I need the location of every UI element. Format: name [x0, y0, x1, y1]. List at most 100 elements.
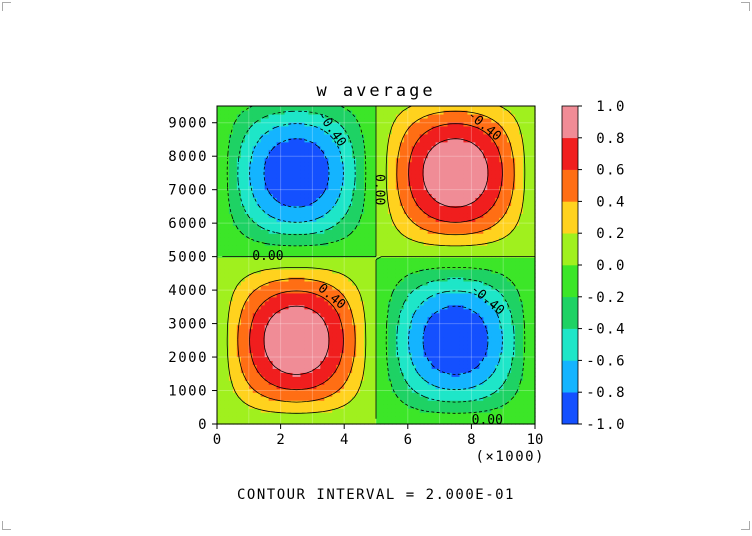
field-cell	[368, 364, 373, 369]
field-cell	[403, 360, 409, 365]
field-cell	[376, 201, 381, 206]
field-cell	[284, 324, 290, 330]
field-cell	[224, 284, 230, 290]
field-cell	[244, 388, 250, 393]
field-cell	[447, 352, 453, 358]
field-cell	[252, 288, 258, 294]
field-cell	[304, 213, 310, 218]
field-cell	[332, 372, 337, 377]
field-cell	[379, 380, 385, 385]
field-cell	[264, 125, 270, 131]
field-cell	[348, 165, 353, 171]
field-cell	[372, 213, 377, 218]
field-cell	[431, 404, 437, 409]
field-cell	[407, 268, 413, 274]
field-cell	[304, 268, 310, 274]
field-cell	[439, 368, 445, 373]
field-cell	[217, 213, 222, 218]
field-cell	[459, 356, 465, 362]
field-cell	[368, 249, 373, 254]
field-cell	[415, 157, 421, 163]
field-cell	[264, 201, 270, 206]
field-cell	[256, 217, 262, 222]
field-cell	[407, 205, 413, 210]
field-cell	[240, 392, 246, 397]
field-cell	[383, 360, 389, 365]
page-corner-top-right	[741, 2, 750, 11]
field-cell	[376, 106, 381, 111]
field-cell	[336, 133, 341, 139]
field-cell	[395, 241, 401, 246]
field-cell	[391, 201, 397, 206]
field-cell	[268, 141, 274, 147]
field-cell	[423, 328, 429, 334]
field-cell	[368, 400, 373, 405]
field-cell	[395, 137, 401, 143]
field-cell	[288, 276, 294, 282]
field-cell	[415, 185, 421, 191]
field-cell	[324, 296, 329, 302]
field-cell	[344, 412, 349, 417]
field-cell	[288, 312, 294, 318]
field-cell	[240, 308, 246, 314]
field-cell	[268, 280, 274, 286]
field-cell	[435, 376, 441, 381]
field-cell	[372, 348, 377, 354]
field-cell	[411, 113, 417, 119]
field-cell	[284, 372, 290, 377]
field-cell	[455, 137, 461, 143]
field-cell	[300, 197, 306, 202]
field-cell	[268, 133, 274, 139]
field-cell	[423, 408, 429, 413]
field-cell	[244, 416, 250, 421]
field-cell	[376, 221, 381, 226]
field-cell	[232, 189, 238, 195]
field-cell	[220, 268, 226, 274]
field-cell	[372, 300, 377, 306]
field-cell	[296, 237, 302, 242]
field-cell	[439, 181, 445, 187]
field-cell	[316, 332, 321, 338]
field-cell	[352, 189, 357, 195]
field-cell	[244, 312, 250, 318]
field-cell	[419, 368, 425, 373]
field-cell	[232, 129, 238, 135]
field-cell	[403, 145, 409, 151]
field-cell	[360, 125, 365, 131]
field-cell	[352, 253, 357, 258]
field-cell	[264, 360, 270, 365]
field-cell	[228, 181, 234, 187]
field-cell	[387, 392, 393, 397]
field-cell	[427, 376, 433, 381]
field-cell	[439, 272, 445, 278]
field-cell	[228, 161, 234, 167]
field-cell	[280, 197, 286, 202]
field-cell	[217, 137, 222, 143]
field-cell	[280, 284, 286, 290]
field-cell	[368, 280, 373, 286]
field-cell	[379, 284, 385, 290]
field-cell	[220, 356, 226, 362]
field-cell	[395, 245, 401, 250]
field-cell	[312, 109, 317, 115]
field-cell	[403, 272, 409, 278]
field-cell	[459, 276, 465, 282]
field-cell	[356, 416, 361, 421]
field-cell	[252, 420, 258, 425]
field-cell	[244, 157, 250, 163]
field-cell	[224, 213, 230, 218]
field-cell	[431, 249, 437, 254]
field-cell	[455, 316, 461, 322]
field-cell	[419, 197, 425, 202]
field-cell	[364, 109, 369, 115]
field-cell	[376, 237, 381, 242]
field-cell	[232, 193, 238, 199]
field-cell	[220, 149, 226, 155]
field-cell	[344, 276, 349, 282]
field-cell	[368, 268, 373, 274]
field-cell	[463, 320, 469, 326]
field-cell	[435, 129, 441, 135]
field-cell	[411, 320, 417, 326]
field-cell	[340, 189, 345, 195]
field-cell	[260, 348, 266, 354]
